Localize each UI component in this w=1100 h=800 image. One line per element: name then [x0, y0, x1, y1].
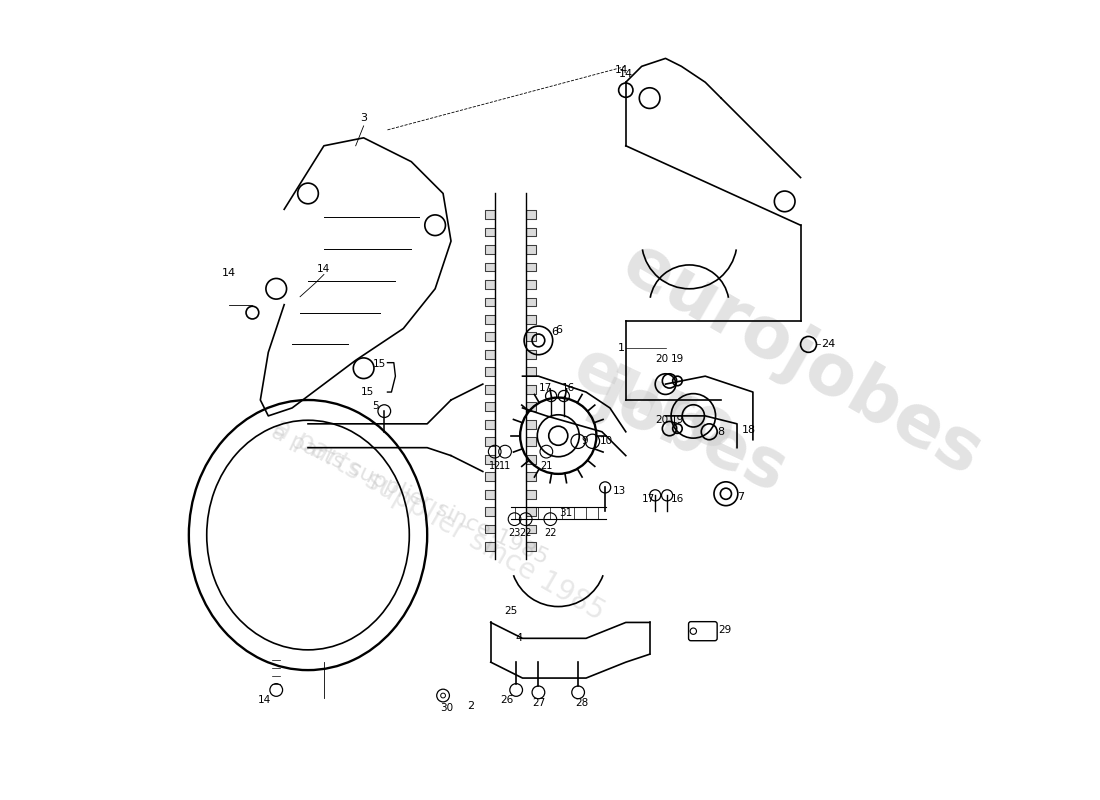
Text: 15: 15: [361, 387, 374, 397]
Text: 10: 10: [600, 436, 613, 446]
Text: 25: 25: [504, 606, 517, 615]
Polygon shape: [527, 280, 536, 289]
Polygon shape: [527, 333, 536, 342]
Polygon shape: [527, 420, 536, 429]
Text: 12: 12: [488, 461, 501, 471]
Polygon shape: [485, 315, 495, 324]
Polygon shape: [485, 367, 495, 376]
Text: 13: 13: [613, 486, 626, 496]
Polygon shape: [485, 228, 495, 236]
Polygon shape: [485, 280, 495, 289]
Text: 14: 14: [615, 66, 628, 75]
Polygon shape: [485, 262, 495, 271]
Polygon shape: [485, 525, 495, 534]
Polygon shape: [485, 455, 495, 463]
Polygon shape: [527, 490, 536, 498]
Polygon shape: [527, 472, 536, 481]
Text: 27: 27: [531, 698, 544, 709]
Text: 2: 2: [468, 701, 474, 711]
Polygon shape: [527, 507, 536, 516]
Polygon shape: [485, 333, 495, 342]
Text: 16: 16: [562, 383, 575, 393]
Text: 22: 22: [519, 529, 532, 538]
Polygon shape: [485, 472, 495, 481]
Text: 6: 6: [551, 327, 558, 338]
Polygon shape: [485, 245, 495, 254]
Polygon shape: [485, 385, 495, 394]
Text: 6: 6: [554, 325, 562, 335]
Polygon shape: [527, 438, 536, 446]
Polygon shape: [485, 507, 495, 516]
Text: 20: 20: [654, 415, 668, 425]
Text: jobes: jobes: [586, 359, 796, 505]
Text: 19: 19: [671, 354, 684, 364]
Text: 31: 31: [560, 508, 573, 518]
Polygon shape: [527, 455, 536, 463]
Text: 3: 3: [360, 113, 367, 123]
Polygon shape: [485, 542, 495, 551]
Text: 7: 7: [737, 492, 745, 502]
Text: 30: 30: [440, 703, 453, 714]
Text: 28: 28: [575, 698, 589, 709]
Polygon shape: [527, 402, 536, 411]
Polygon shape: [485, 210, 495, 219]
Text: 14: 14: [317, 264, 330, 274]
Text: 14: 14: [618, 70, 632, 79]
Text: 23: 23: [508, 529, 520, 538]
Polygon shape: [485, 420, 495, 429]
Polygon shape: [527, 298, 536, 306]
Text: 14: 14: [257, 695, 271, 706]
Polygon shape: [527, 350, 536, 358]
Text: 18: 18: [741, 425, 756, 435]
Text: euro: euro: [562, 334, 746, 466]
Polygon shape: [527, 315, 536, 324]
Text: 4: 4: [515, 634, 522, 643]
Text: 14: 14: [221, 268, 235, 278]
Text: 9: 9: [581, 436, 587, 446]
Text: 11: 11: [499, 461, 512, 471]
Text: eurojobes: eurojobes: [609, 230, 994, 491]
Polygon shape: [527, 245, 536, 254]
Text: 20: 20: [654, 354, 668, 364]
Polygon shape: [527, 542, 536, 551]
Text: 1: 1: [618, 343, 625, 354]
Polygon shape: [485, 402, 495, 411]
Text: 17: 17: [641, 494, 654, 504]
Text: 22: 22: [544, 529, 557, 538]
Text: 17: 17: [539, 383, 552, 393]
Polygon shape: [485, 490, 495, 498]
Text: a parts supplier since 1985: a parts supplier since 1985: [268, 413, 609, 626]
Text: 24: 24: [822, 339, 836, 350]
Polygon shape: [527, 210, 536, 219]
Polygon shape: [527, 228, 536, 236]
Text: 15: 15: [373, 359, 386, 370]
Polygon shape: [527, 525, 536, 534]
Text: 19: 19: [671, 415, 684, 425]
Polygon shape: [527, 367, 536, 376]
Polygon shape: [485, 350, 495, 358]
Text: 21: 21: [540, 461, 552, 471]
Polygon shape: [527, 385, 536, 394]
Polygon shape: [527, 262, 536, 271]
Text: 29: 29: [718, 626, 732, 635]
Text: 26: 26: [500, 695, 514, 706]
Text: a parts supplier since 1985: a parts supplier since 1985: [268, 422, 552, 569]
Polygon shape: [485, 298, 495, 306]
Text: 5: 5: [372, 402, 378, 411]
Polygon shape: [485, 438, 495, 446]
Text: 16: 16: [671, 494, 684, 504]
Text: 8: 8: [717, 426, 725, 437]
FancyBboxPatch shape: [689, 622, 717, 641]
